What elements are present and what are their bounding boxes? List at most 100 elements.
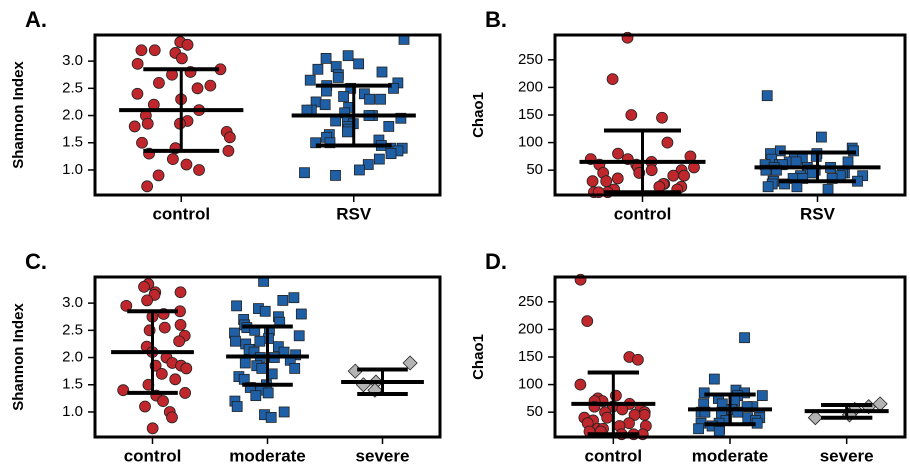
data-point	[806, 167, 818, 179]
plot-frame	[93, 275, 442, 439]
data-point	[362, 159, 374, 170]
y-tick-label: 3.0	[62, 52, 83, 69]
y-axis-label: Shannon Index	[10, 303, 27, 411]
panel-label: C.	[25, 249, 47, 274]
data-point	[138, 280, 150, 293]
data-point	[826, 173, 838, 184]
data-point	[231, 401, 243, 412]
data-point	[611, 172, 624, 185]
data-point	[231, 300, 242, 312]
y-tick-label: 150	[518, 106, 543, 123]
x-tick-label: moderate	[229, 446, 306, 465]
y-tick-label: 50	[526, 403, 543, 420]
data-point	[278, 406, 290, 418]
data-point	[713, 426, 725, 437]
data-point	[678, 169, 691, 182]
data-point	[222, 145, 235, 157]
data-point	[135, 44, 148, 57]
panel-label: A.	[25, 7, 47, 32]
data-point	[120, 299, 133, 312]
data-point	[299, 167, 310, 179]
data-point	[601, 411, 614, 424]
data-point	[586, 175, 599, 188]
y-axis-label: Shannon Index	[10, 61, 27, 169]
data-point	[760, 164, 772, 176]
data-point	[807, 410, 823, 426]
data-point	[872, 396, 888, 412]
data-point	[632, 353, 644, 366]
data-point	[265, 412, 277, 423]
data-point	[230, 335, 241, 347]
x-tick-label: control	[124, 446, 182, 465]
data-point	[383, 121, 395, 132]
data-point	[342, 50, 354, 62]
data-point	[790, 156, 802, 168]
data-point	[250, 390, 262, 402]
y-tick-label: 250	[518, 51, 543, 68]
data-point	[293, 330, 305, 342]
data-point	[353, 58, 365, 70]
data-point	[667, 169, 680, 182]
data-point	[295, 308, 307, 320]
data-point	[373, 153, 385, 165]
data-point	[645, 164, 658, 177]
data-point	[319, 99, 331, 111]
data-point	[761, 90, 773, 102]
y-tick-label: 50	[526, 161, 543, 178]
data-point	[179, 387, 192, 399]
data-point	[606, 73, 619, 86]
data-point	[259, 305, 271, 317]
data-point	[128, 120, 141, 133]
data-point	[136, 136, 148, 149]
data-point	[332, 72, 344, 83]
y-tick-label: 3.0	[62, 294, 83, 311]
x-tick-label: control	[585, 446, 643, 465]
y-axis-label: Chao1	[470, 92, 487, 138]
data-point	[155, 367, 168, 380]
data-point	[166, 411, 178, 424]
y-tick-label: 2.5	[62, 79, 83, 96]
data-point	[141, 117, 154, 130]
data-point	[166, 153, 179, 165]
plot-frame	[553, 33, 907, 197]
data-point	[320, 53, 332, 64]
data-point	[324, 137, 336, 149]
data-point	[152, 169, 165, 182]
data-point	[117, 384, 130, 397]
data-point	[146, 422, 159, 435]
data-point	[771, 164, 782, 176]
data-point	[741, 401, 753, 413]
y-tick-label: 1.0	[62, 403, 83, 420]
data-point	[815, 131, 827, 143]
data-point	[376, 66, 388, 78]
data-point	[304, 74, 316, 86]
data-point	[181, 38, 194, 51]
data-point	[656, 111, 668, 124]
data-point	[288, 292, 300, 304]
y-tick-label: 1.5	[62, 134, 83, 151]
data-point	[628, 409, 641, 421]
data-point	[739, 332, 750, 344]
data-point	[353, 164, 365, 176]
panel-label: D.	[485, 249, 507, 274]
data-point	[244, 382, 256, 393]
data-point	[600, 175, 613, 188]
data-point	[289, 363, 301, 374]
data-point	[342, 126, 353, 138]
x-tick-label: RSV	[336, 204, 372, 223]
data-point	[141, 180, 154, 193]
y-tick-label: 100	[518, 134, 543, 151]
data-point	[756, 390, 768, 402]
data-point	[612, 147, 624, 160]
data-point	[223, 131, 236, 144]
data-point	[173, 335, 186, 348]
data-point	[797, 173, 809, 184]
panel-label: B.	[485, 7, 507, 32]
plot-frame	[93, 33, 442, 197]
data-point	[661, 136, 674, 149]
y-tick-label: 2.0	[62, 349, 83, 366]
data-point	[338, 91, 349, 102]
x-tick-label: RSV	[800, 204, 836, 223]
data-point	[779, 178, 790, 190]
